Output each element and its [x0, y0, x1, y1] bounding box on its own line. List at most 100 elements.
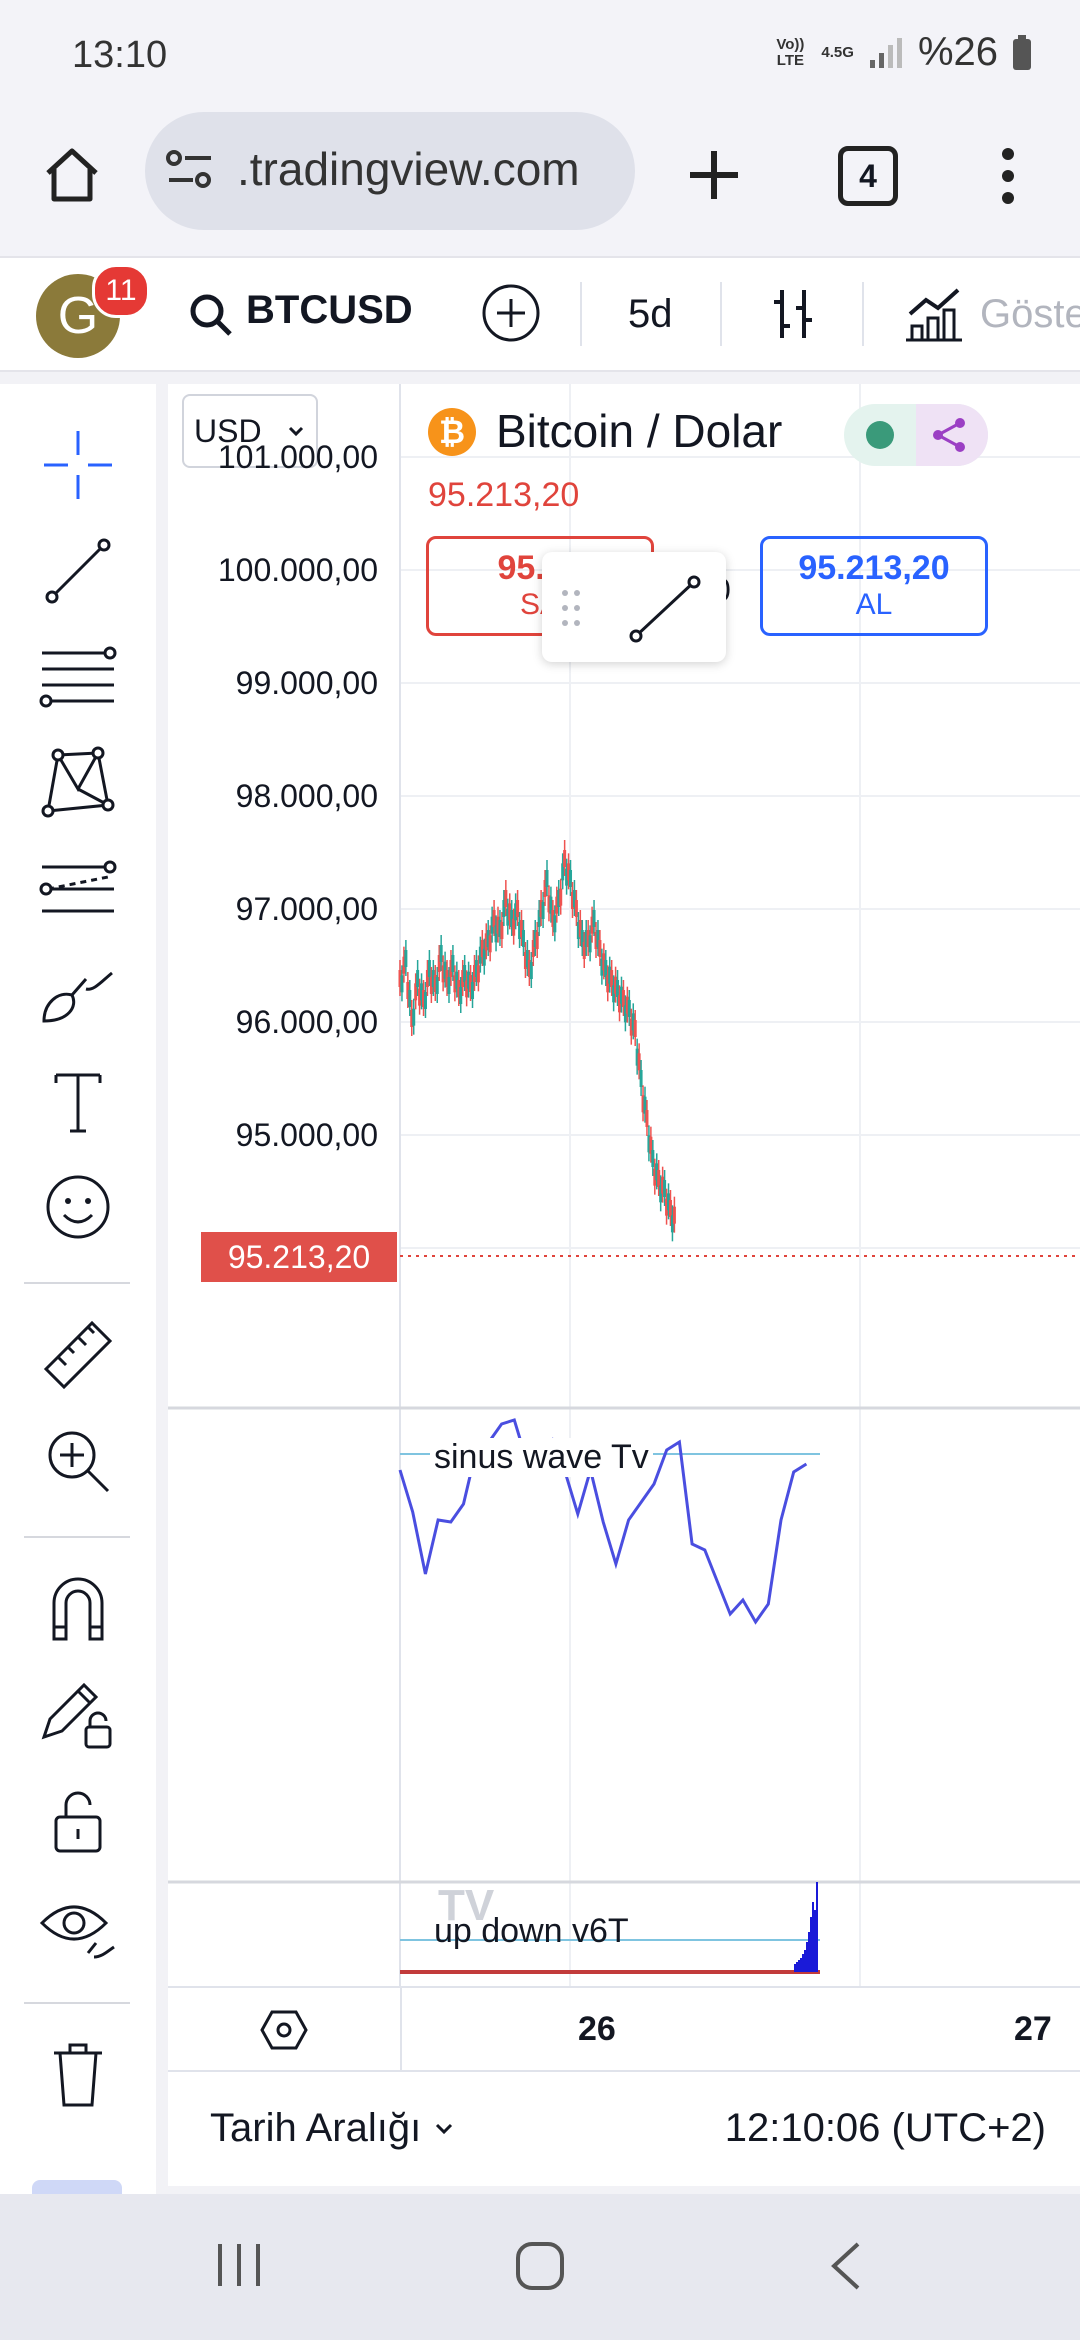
candle-body: [543, 880, 547, 897]
text-icon: [54, 1073, 102, 1133]
candle-body: [659, 1185, 663, 1203]
candle-body: [619, 986, 623, 1004]
candles-chart-type-icon[interactable]: [766, 286, 820, 342]
histogram-bar: [810, 1917, 812, 1972]
histogram-bar: [798, 1960, 800, 1972]
fib-tool[interactable]: [26, 632, 130, 722]
measure-tool[interactable]: [26, 1310, 130, 1400]
home-nav-icon[interactable]: [514, 2240, 566, 2292]
candle-body: [467, 971, 471, 989]
floating-drawing-toolbar[interactable]: [542, 552, 726, 662]
search-icon[interactable]: [188, 292, 234, 338]
currency-value: USD: [194, 412, 262, 449]
symbol-search-button[interactable]: BTCUSD: [246, 288, 413, 332]
candle-body: [492, 910, 496, 927]
tab-count-button[interactable]: 4: [838, 146, 898, 206]
candle-body: [506, 908, 510, 926]
text-tool[interactable]: [26, 1056, 130, 1146]
histogram-bar: [802, 1954, 804, 1972]
candle-body: [649, 1136, 653, 1154]
candle-body: [600, 958, 604, 976]
network-indicator: 4.5G: [821, 43, 854, 61]
candle-body: [612, 985, 616, 1003]
candle-body: [416, 970, 420, 987]
magnet-tool[interactable]: [26, 1564, 130, 1654]
status-icons: Vo)) LTE 4.5G %26: [773, 30, 1032, 75]
candle-body: [533, 930, 537, 947]
forecast-tool[interactable]: [26, 844, 130, 934]
address-bar[interactable]: .tradingview.com: [145, 112, 635, 230]
candle-body: [643, 1096, 647, 1114]
zoom-tool[interactable]: [26, 1416, 130, 1506]
candle-body: [437, 955, 441, 972]
candle-body: [631, 1013, 635, 1031]
interval-button[interactable]: 5d: [628, 292, 673, 336]
candle-body: [610, 970, 614, 987]
recents-icon[interactable]: [214, 2240, 264, 2290]
candle-body: [553, 915, 557, 933]
buy-button[interactable]: 95.213,20 AL: [760, 536, 988, 636]
candle-body: [602, 953, 606, 971]
battery-percent: %26: [917, 30, 998, 74]
lock-all-tool[interactable]: [26, 1776, 130, 1866]
hide-drawings-tool[interactable]: [26, 1882, 130, 1972]
candle-body: [418, 988, 422, 1006]
candle-body: [474, 960, 478, 977]
candle-body: [596, 930, 600, 947]
candle-body: [445, 970, 449, 987]
candle-body: [635, 1048, 639, 1066]
candle-body: [623, 1005, 627, 1023]
indicators-icon[interactable]: [904, 286, 964, 344]
more-menu-icon[interactable]: [996, 146, 1020, 206]
chart-title[interactable]: Bitcoin / Dolar: [496, 405, 783, 457]
candle-body: [463, 965, 467, 982]
timezone-clock[interactable]: 12:10:06 (UTC+2): [724, 2106, 1046, 2150]
indicator-sinus-wave-label[interactable]: sinus wave Tv: [430, 1438, 653, 1477]
pattern-tool[interactable]: [26, 738, 130, 828]
emoji-tool[interactable]: [26, 1162, 130, 1252]
url-text[interactable]: .tradingview.com: [237, 143, 580, 195]
candle-body: [586, 930, 590, 947]
site-settings-icon[interactable]: [165, 146, 215, 192]
system-nav-bar: [0, 2194, 1080, 2340]
candle-body: [496, 916, 500, 934]
histogram-bar: [794, 1964, 796, 1972]
candle-body: [461, 970, 465, 987]
settings-hexagon-icon[interactable]: [260, 2008, 308, 2052]
y-tick-label: 99.000,00: [235, 665, 378, 701]
candle-body: [457, 980, 461, 997]
candle-body: [431, 970, 435, 987]
toolbar-scroll-indicator: [32, 2180, 122, 2194]
trend-line-icon[interactable]: [628, 574, 702, 644]
crosshair-icon: [44, 431, 112, 499]
trash-icon: [54, 2043, 102, 2107]
ruler-icon: [43, 1320, 113, 1390]
time-axis[interactable]: 26 27: [168, 1986, 1080, 2072]
candle-body: [614, 976, 618, 994]
currency-select[interactable]: USD: [182, 394, 318, 468]
y-tick-label: 98.000,00: [235, 778, 378, 814]
drag-handle-icon[interactable]: [560, 588, 584, 628]
back-icon[interactable]: [826, 2240, 866, 2292]
home-icon[interactable]: [40, 143, 104, 207]
candle-body: [429, 977, 433, 994]
crosshair-tool[interactable]: [26, 420, 130, 510]
brush-tool[interactable]: [26, 950, 130, 1040]
price-chart-canvas[interactable]: TV: [168, 384, 1080, 2070]
new-tab-icon[interactable]: [686, 147, 742, 203]
lock-drawings-tool[interactable]: [26, 1670, 130, 1760]
trend-line-tool[interactable]: [26, 526, 130, 616]
y-tick-label: 101.000,00: [217, 444, 378, 475]
market-status-pill[interactable]: [844, 404, 988, 466]
indicator-up-down-label[interactable]: up down v6T: [434, 1912, 629, 1950]
indicators-label[interactable]: Göste: [980, 292, 1080, 336]
histogram-bar: [796, 1962, 798, 1972]
remove-drawings-tool[interactable]: [26, 2030, 130, 2120]
add-symbol-icon[interactable]: [480, 282, 542, 344]
candle-body: [584, 930, 588, 947]
candle-body: [541, 902, 545, 919]
date-range-button[interactable]: Tarih Aralığı: [210, 2106, 455, 2151]
candle-body: [402, 956, 406, 974]
candle-body: [657, 1170, 661, 1187]
candle-body: [453, 975, 457, 993]
